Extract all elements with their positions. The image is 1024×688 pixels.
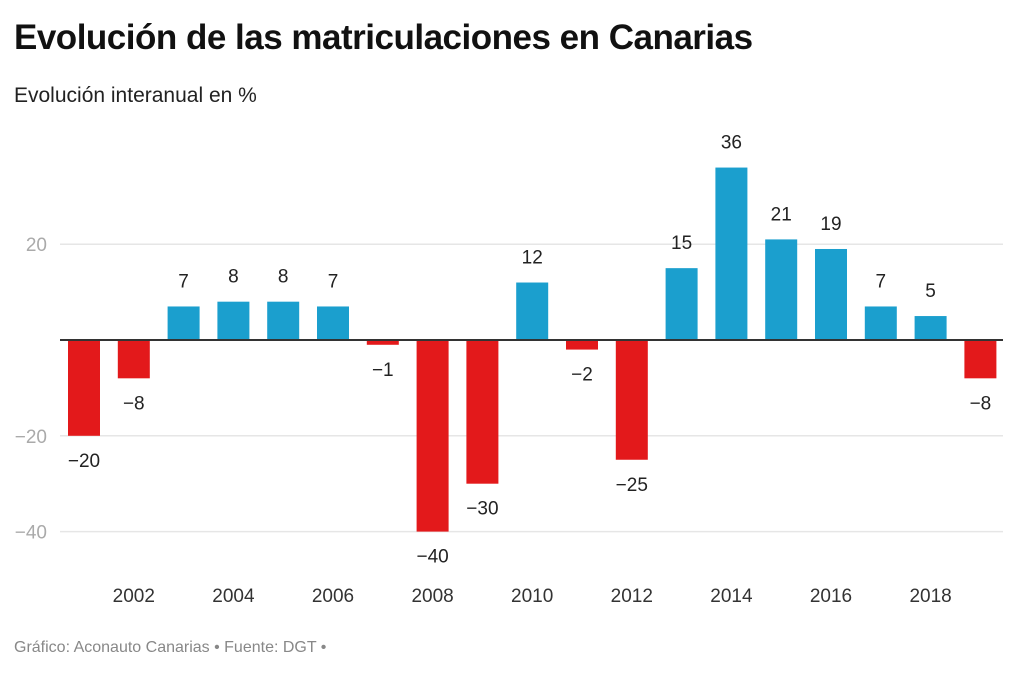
bar-2018 — [914, 316, 947, 340]
data-label: 21 — [771, 204, 792, 225]
x-tick-label: 2012 — [611, 586, 653, 607]
bar-2004 — [217, 301, 250, 340]
data-label: −40 — [416, 547, 448, 568]
y-tick-label: −40 — [15, 523, 47, 544]
bar-2008 — [416, 340, 449, 532]
bar-2013 — [665, 268, 698, 340]
data-label: −8 — [970, 393, 992, 414]
data-label: −20 — [68, 451, 100, 472]
gridlines — [60, 243, 1003, 533]
x-tick-label: 2008 — [411, 586, 453, 607]
data-label: 5 — [925, 281, 936, 302]
bar-2007 — [366, 340, 399, 345]
data-label: −25 — [616, 475, 648, 496]
bar-2003 — [167, 306, 200, 340]
bar-2011 — [566, 340, 598, 350]
data-label: 7 — [178, 271, 189, 292]
data-label: −30 — [466, 499, 498, 520]
bar-2009 — [466, 340, 499, 484]
x-tick-label: 2014 — [710, 586, 753, 607]
x-tick-label: 2004 — [212, 586, 255, 607]
data-label: 19 — [820, 214, 841, 235]
bar-2010 — [516, 282, 549, 340]
data-label: 7 — [876, 271, 887, 292]
x-tick-label: 2018 — [909, 586, 951, 607]
data-label: −1 — [372, 360, 394, 381]
x-axis: 2002 2004 2006 2008 2010 2012 2014 2016 2018 — [113, 586, 952, 607]
x-tick-label: 2010 — [511, 586, 553, 607]
x-tick-label: 2002 — [113, 586, 155, 607]
data-label: −8 — [123, 393, 145, 414]
y-tick-label: 20 — [26, 235, 47, 256]
chart-subtitle: Evolución interanual en % — [14, 84, 257, 107]
bar-2005 — [267, 301, 300, 340]
chart-source-credit: Gráfico: Aconauto Canarias • Fuente: DGT… — [14, 639, 327, 656]
data-label: 15 — [671, 233, 692, 254]
bar-2002 — [117, 340, 150, 379]
x-tick-label: 2006 — [312, 586, 354, 607]
bar-2014 — [715, 167, 748, 340]
y-axis: 20 −20 −40 — [15, 235, 47, 543]
bar-2001 — [68, 340, 100, 436]
data-label: 36 — [721, 133, 742, 154]
y-tick-label: −20 — [15, 427, 47, 448]
data-label: 8 — [228, 267, 239, 288]
bar-2017 — [864, 306, 897, 340]
bar-2019 — [964, 340, 997, 379]
bar-2006 — [317, 306, 349, 340]
x-tick-label: 2016 — [810, 586, 852, 607]
bar-2016 — [815, 248, 847, 340]
data-labels: −20 −8 7 8 8 7 −1 −40 −30 12 −2 −25 15 36 21 19 7 5 −8 — [68, 133, 991, 568]
bar-2012 — [615, 340, 648, 460]
data-label: −2 — [571, 365, 593, 386]
bars — [68, 167, 997, 532]
data-label: 7 — [328, 271, 339, 292]
bar-2015 — [765, 239, 798, 340]
chart-title: Evolución de las matriculaciones en Cana… — [14, 18, 753, 57]
data-label: 12 — [522, 248, 543, 269]
data-label: 8 — [278, 267, 289, 288]
